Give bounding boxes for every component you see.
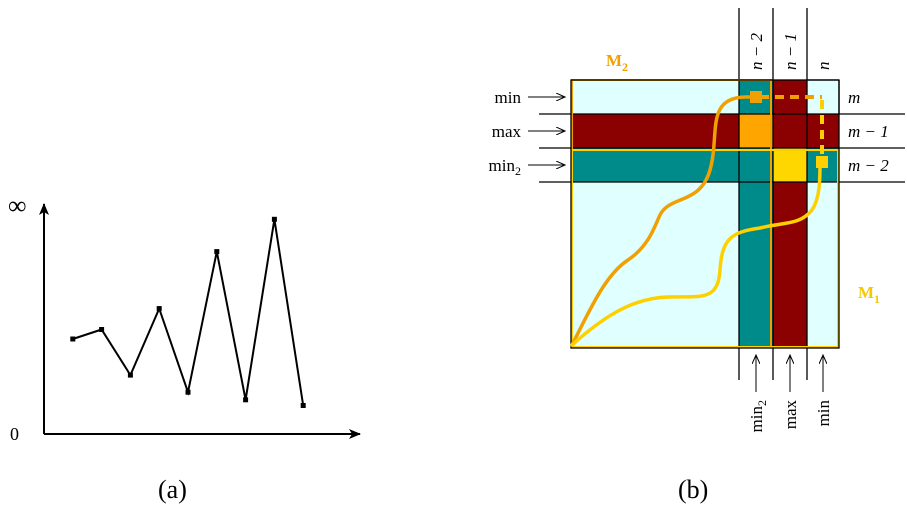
data-point-5	[185, 389, 191, 395]
left-label-min: min	[495, 88, 522, 107]
data-point-7	[243, 397, 249, 403]
data-point-9	[300, 403, 306, 408]
data-point-2	[99, 327, 105, 332]
data-point-4	[156, 306, 162, 312]
data-point-6	[214, 249, 220, 255]
y-bottom-label: 0	[10, 424, 19, 444]
endpoint-orange	[750, 91, 762, 103]
row-label-m: m	[848, 88, 860, 107]
bottom-label-max: max	[781, 400, 800, 430]
line-series	[70, 216, 306, 408]
matrix-label-m2: M2	[606, 51, 628, 74]
cell-n1-m2	[773, 148, 807, 182]
series-line	[72, 219, 305, 406]
row-label-m-minus-2: m − 2	[848, 156, 889, 175]
panel-a: ∞ 0 (a)	[8, 191, 361, 504]
path-gold	[570, 160, 822, 347]
matrix-m1-outline	[571, 149, 839, 348]
y-top-label: ∞	[8, 191, 27, 220]
matrix-border	[570, 79, 840, 349]
endpoint-gold	[816, 156, 828, 168]
caption-a: (a)	[158, 475, 187, 504]
col-label-n: n	[814, 62, 833, 71]
row-label-m-minus-1: m − 1	[848, 122, 889, 141]
col-label-n-minus-2: n − 2	[747, 33, 766, 70]
bottom-label-min2: min2	[747, 400, 769, 432]
col-label-n-minus-1: n − 1	[781, 33, 800, 70]
data-point-8	[271, 216, 277, 222]
data-point-3	[127, 372, 133, 378]
left-label-max: max	[492, 122, 522, 141]
grid-lines	[539, 8, 905, 380]
data-point-1	[70, 336, 76, 342]
panel-b: M2 M1 n − 2 n − 1 n m m − 1 m − 2 min ma…	[489, 8, 905, 504]
caption-b: (b)	[678, 475, 708, 504]
left-label-min2: min2	[489, 156, 521, 178]
cell-n2-m1	[739, 114, 773, 148]
bottom-label-min: min	[814, 400, 833, 427]
col-band-max	[773, 80, 807, 348]
path-orange	[570, 95, 758, 347]
matrix-label-m1: M1	[858, 283, 880, 306]
